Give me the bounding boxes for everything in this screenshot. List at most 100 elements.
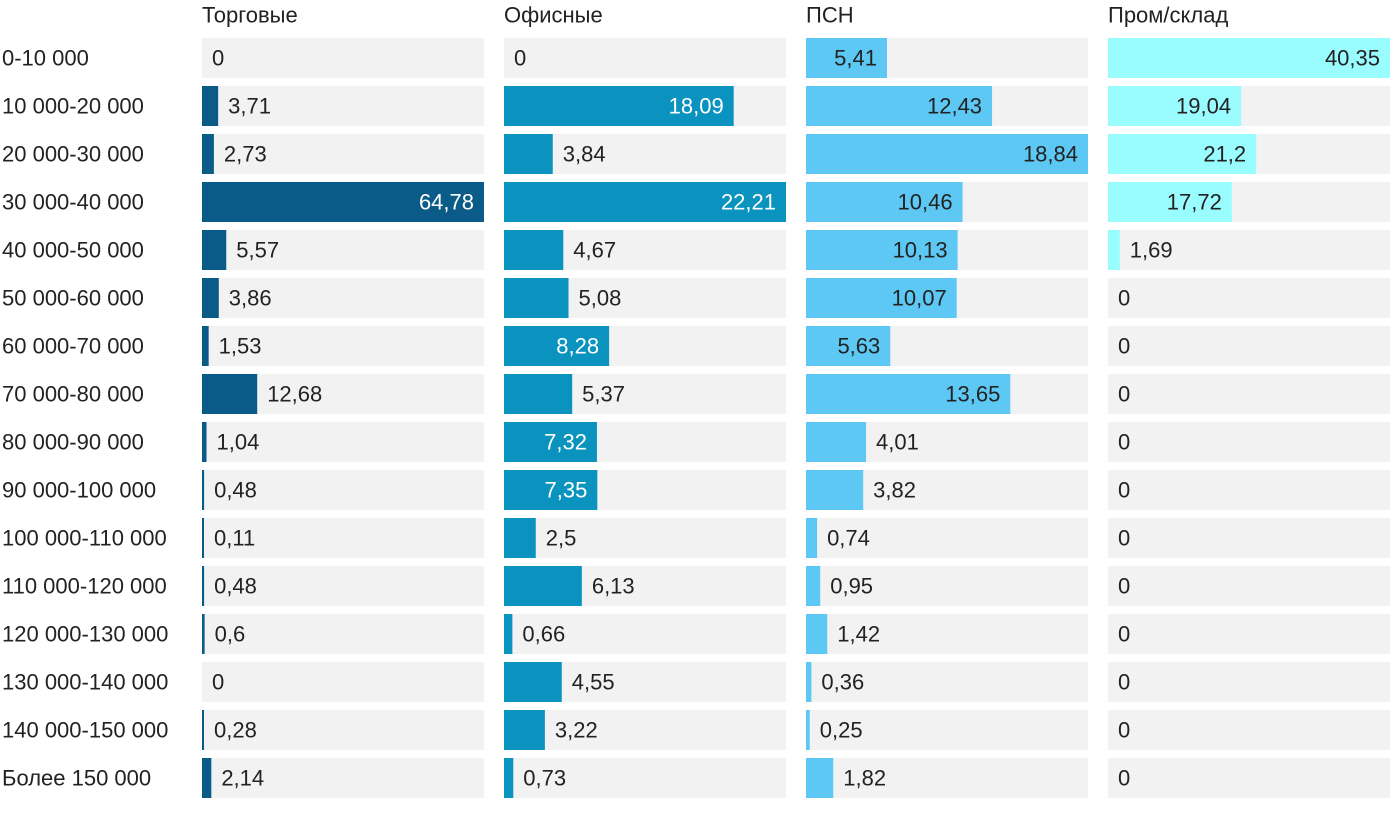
bar-track [202, 614, 484, 654]
bar-псн [806, 86, 993, 126]
value-label: 2,73 [224, 142, 267, 167]
value-label: 18,09 [669, 94, 724, 119]
value-label: 0 [1118, 382, 1130, 407]
value-label: 7,35 [544, 478, 587, 503]
bar-track [1108, 710, 1390, 750]
value-label: 7,32 [544, 430, 587, 455]
bar-псн [806, 326, 891, 366]
bar-track [806, 662, 1088, 702]
bar-торговые [202, 326, 209, 366]
value-label: 1,69 [1130, 238, 1173, 263]
bar-офисные [504, 758, 514, 798]
bar-псн [806, 566, 821, 606]
bar-track [1108, 278, 1390, 318]
value-label: 0 [1118, 286, 1130, 311]
bar-track [504, 518, 786, 558]
value-label: 5,57 [236, 238, 279, 263]
bar-track [202, 134, 484, 174]
value-label: 10,07 [892, 286, 947, 311]
value-label: 4,67 [573, 238, 616, 263]
value-label: 5,08 [579, 286, 622, 311]
bar-офисные [504, 662, 562, 702]
bar-track [202, 86, 484, 126]
value-label: 0 [1118, 478, 1130, 503]
value-label: 4,55 [572, 670, 615, 695]
bar-track [1108, 758, 1390, 798]
value-label: 0,74 [827, 526, 870, 551]
category-label: 140 000-150 000 [2, 718, 168, 743]
value-label: 8,28 [556, 334, 599, 359]
value-label: 0 [212, 670, 224, 695]
category-label: 40 000-50 000 [2, 238, 144, 263]
bar-пром-склад [1108, 134, 1257, 174]
bar-офисные [504, 518, 536, 558]
bar-track [806, 566, 1088, 606]
bar-торговые [202, 566, 205, 606]
value-label: 3,86 [229, 286, 272, 311]
value-label: 0,25 [820, 718, 863, 743]
value-label: 6,13 [592, 574, 635, 599]
value-label: 2,14 [221, 766, 264, 791]
bar-track [504, 614, 786, 654]
bar-пром-склад [1108, 230, 1120, 270]
bar-торговые [202, 182, 484, 222]
bar-track [202, 422, 484, 462]
bar-track [1108, 326, 1390, 366]
value-label: 12,43 [927, 94, 982, 119]
bar-торговые [202, 470, 205, 510]
bar-track [1108, 374, 1390, 414]
bar-псн [806, 278, 957, 318]
bar-офисные [504, 422, 597, 462]
value-label: 3,82 [873, 478, 916, 503]
bar-track [202, 326, 484, 366]
value-label: 3,71 [228, 94, 271, 119]
value-label: 0 [1118, 670, 1130, 695]
value-label: 0 [1118, 526, 1130, 551]
series-title-пром-склад: Пром/склад [1108, 3, 1228, 28]
bar-торговые [202, 278, 219, 318]
category-label: 80 000-90 000 [2, 430, 144, 455]
bar-track [202, 230, 484, 270]
category-label: 130 000-140 000 [2, 670, 168, 695]
value-label: 1,42 [837, 622, 880, 647]
value-label: 0 [1118, 334, 1130, 359]
value-label: 0,66 [522, 622, 565, 647]
bar-торговые [202, 86, 219, 126]
bar-track [202, 758, 484, 798]
series-title-офисные: Офисные [504, 3, 603, 28]
value-label: 18,84 [1023, 142, 1078, 167]
value-label: 3,84 [563, 142, 606, 167]
bar-псн [806, 182, 963, 222]
bar-track [1108, 518, 1390, 558]
bar-торговые [202, 710, 204, 750]
bar-офисные [504, 710, 545, 750]
category-label: 100 000-110 000 [2, 526, 167, 551]
value-label: 0,48 [214, 478, 257, 503]
bar-офисные [504, 230, 564, 270]
value-label: 0 [514, 46, 526, 71]
value-label: 5,37 [582, 382, 625, 407]
value-label: 1,53 [219, 334, 262, 359]
category-label: 110 000-120 000 [2, 574, 167, 599]
value-label: 0,36 [821, 670, 864, 695]
bar-псн [806, 422, 867, 462]
category-label: 20 000-30 000 [2, 142, 144, 167]
series-title-псн: ПСН [806, 3, 854, 28]
bar-офисные [504, 134, 553, 174]
bar-псн [806, 710, 810, 750]
value-label: 0,73 [523, 766, 566, 791]
category-label: 50 000-60 000 [2, 286, 144, 311]
bar-track [1108, 230, 1390, 270]
value-label: 0,28 [214, 718, 257, 743]
bar-track [1108, 614, 1390, 654]
bar-track [806, 758, 1088, 798]
category-label: 70 000-80 000 [2, 382, 144, 407]
bar-track [1108, 470, 1390, 510]
bar-track [202, 518, 484, 558]
bar-track [1108, 566, 1390, 606]
bar-псн [806, 758, 834, 798]
bar-псн [806, 614, 828, 654]
bar-офисные [504, 374, 573, 414]
bar-офисные [504, 326, 610, 366]
